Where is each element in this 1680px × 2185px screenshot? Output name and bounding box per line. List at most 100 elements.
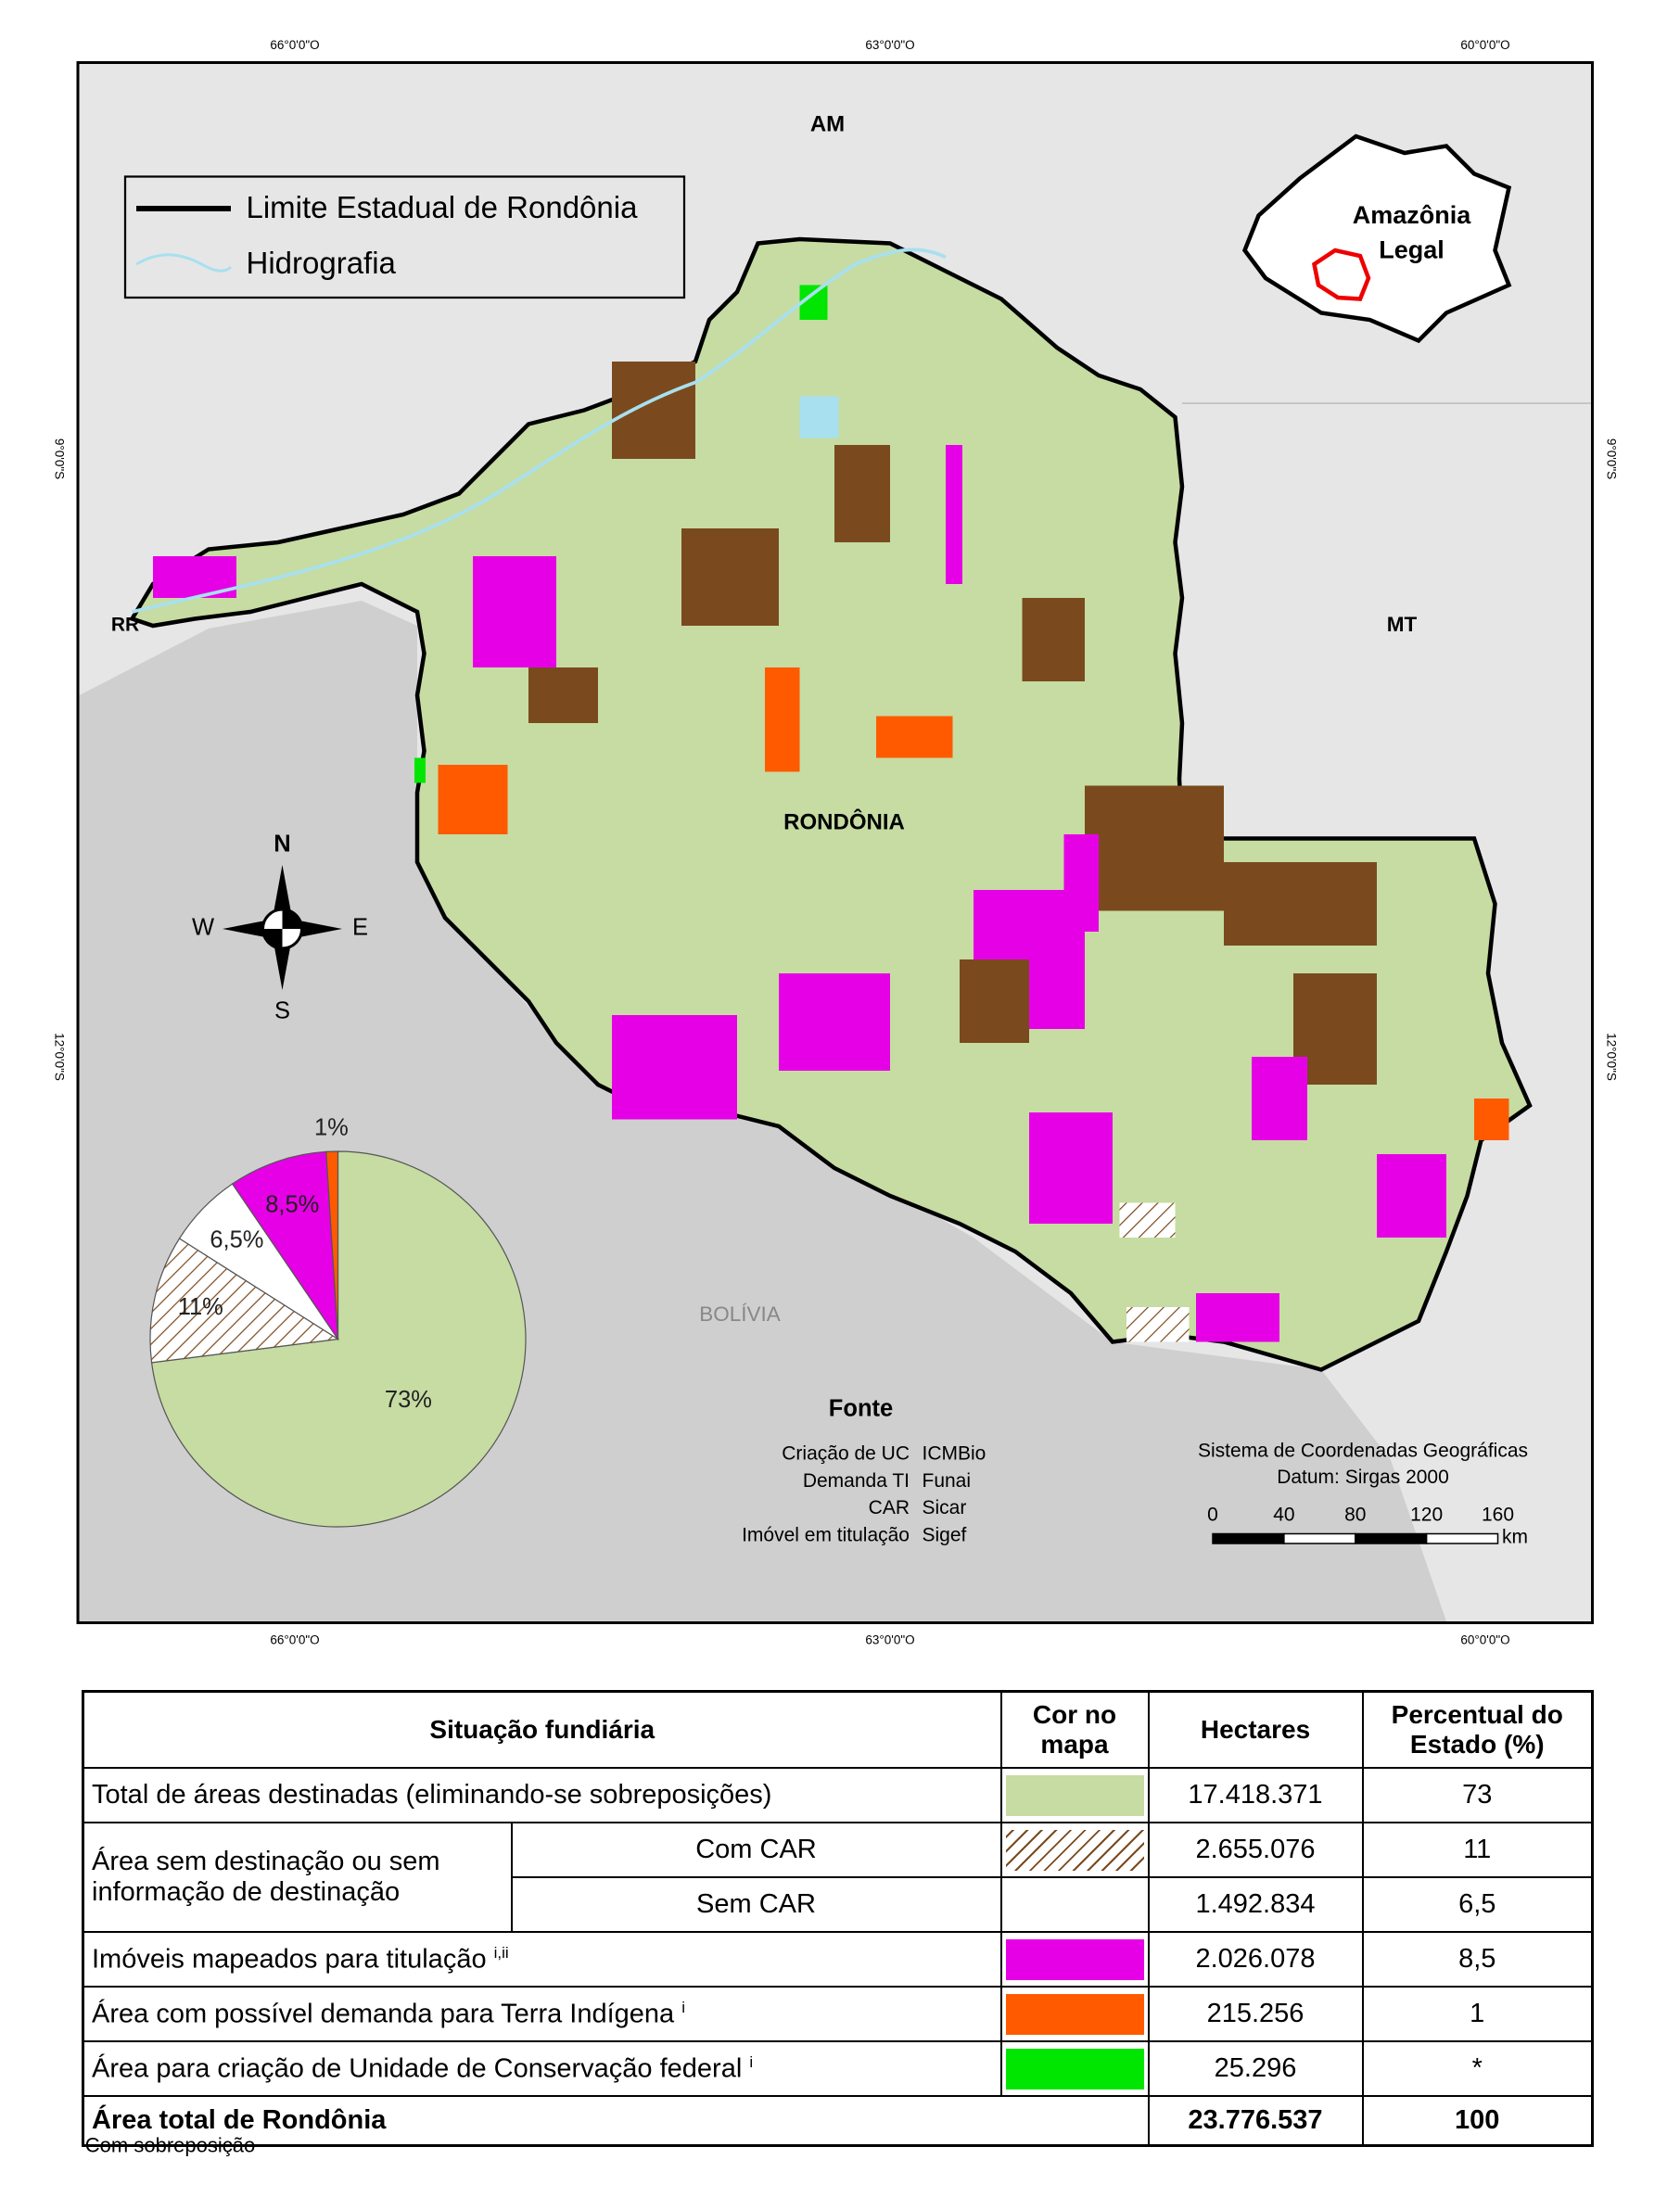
pie-label: 6,5% (210, 1227, 263, 1253)
footnote-text: Com sobreposição (84, 2133, 256, 2157)
hectares-cell: 215.256 (1147, 1986, 1364, 2042)
pie-slice (231, 1150, 339, 1341)
row-label: Área para criação de Unidade de Conserva… (92, 2053, 743, 2084)
legend-label: Limite Estadual de Rondônia (247, 190, 639, 224)
inset-map: Amazônia Legal (1241, 133, 1512, 344)
source-provider: Sicar (923, 1497, 967, 1518)
header-cell: Situação fundiária (82, 1690, 1002, 1769)
projection-label: Sistema de Coordenadas Geográficas (1198, 1441, 1528, 1462)
hectares-cell: 17.418.371 (1147, 1767, 1364, 1823)
row-label: Área sem destinação ou sem informação de… (82, 1822, 513, 1933)
table-row: Área sem destinação ou sem informação de… (82, 1822, 1594, 1933)
hectares-cell: 25.296 (1147, 2040, 1364, 2097)
source-item: Imóvel em titulação (742, 1524, 910, 1545)
longitude-label: 60°0'0"O (1460, 1633, 1509, 1647)
latitude-label: 12°0'0"S (1604, 1033, 1618, 1081)
row-label-cell: Imóveis mapeados para titulação i,ii (82, 1931, 1002, 1988)
sub-label: Com CAR (510, 1822, 1002, 1878)
color-cell (999, 1767, 1150, 1823)
source-item: CAR (869, 1497, 910, 1518)
row-label: Total de áreas destinadas (eliminando-se… (82, 1767, 1002, 1823)
pie-label: 73% (385, 1387, 432, 1413)
header-cell: Hectares (1147, 1690, 1364, 1769)
footnote-mark: i (82, 2130, 85, 2148)
projection-label: Datum: Sirgas 2000 (1277, 1467, 1449, 1488)
scale-tick-label: 160 (1482, 1505, 1514, 1526)
scale-tick-label: 40 (1273, 1505, 1294, 1526)
place-label: AM (810, 111, 845, 136)
hectares-cell: 1.492.834 (1147, 1876, 1364, 1933)
pie-slice (149, 1238, 340, 1364)
compass: N S W E (192, 832, 368, 1024)
latitude-label: 12°0'0"S (52, 1033, 66, 1081)
pie-label: 8,5% (265, 1192, 319, 1218)
source-title: Fonte (829, 1396, 893, 1422)
percent-cell: 8,5 (1361, 1931, 1594, 1988)
percent-cell: 11 (1361, 1822, 1594, 1878)
longitude-label: 63°0'0"O (865, 1633, 914, 1647)
percent-cell: 100 (1361, 2095, 1594, 2147)
row-label: Imóveis mapeados para titulação (92, 1944, 487, 1975)
percent-cell: 1 (1361, 1986, 1594, 2042)
percent-cell: * (1361, 2040, 1594, 2097)
table-row: Área com possível demanda para Terra Ind… (82, 1986, 1594, 2042)
place-label: RR (111, 615, 139, 636)
place-label: MT (1387, 613, 1418, 636)
hectares-cell: 2.026.078 (1147, 1931, 1364, 1988)
color-cell (999, 2040, 1150, 2097)
latitude-label: 9°0'0"S (52, 438, 66, 479)
land-table: Situação fundiária Cor no mapa Hectares … (82, 1690, 1594, 2147)
place-label: BOLÍVIA (699, 1302, 781, 1326)
inset-outline (1241, 133, 1512, 344)
longitude-label: 66°0'0"O (270, 1633, 319, 1647)
color-swatch (1005, 1884, 1144, 1925)
source: Fonte Criação de UC ICMBio Demanda TI Funai… (742, 1396, 986, 1546)
legend-box (123, 175, 686, 299)
scale-segment (1212, 1532, 1285, 1544)
hectares-cell: 2.655.076 (1147, 1822, 1364, 1878)
table-row: Área para criação de Unidade de Conserva… (82, 2040, 1594, 2097)
inset-rondonia (1311, 248, 1371, 301)
source-provider: Funai (923, 1470, 972, 1492)
land-patches (153, 285, 1509, 1342)
color-cell (999, 1931, 1150, 1988)
legend: Limite Estadual de Rondônia Hidrografia (123, 175, 686, 299)
scale-tick-label: 0 (1207, 1505, 1218, 1526)
color-cell (999, 1876, 1150, 1933)
row-label-cell: Área com possível demanda para Terra Ind… (82, 1986, 1002, 2042)
row-label-cell: Área para criação de Unidade de Conserva… (82, 2040, 1002, 2097)
note-mark: i (749, 2052, 754, 2071)
river (132, 248, 947, 614)
color-cell (999, 1822, 1150, 1878)
source-provider: ICMBio (923, 1443, 986, 1465)
row-label: Área com possível demanda para Terra Ind… (92, 1999, 675, 2029)
color-swatch (1005, 1938, 1144, 1980)
rondonia-outline (129, 236, 1533, 1372)
scale-segment (1425, 1532, 1499, 1544)
footnote: iCom sobreposição (82, 2130, 255, 2157)
longitude-label: 60°0'0"O (1460, 38, 1509, 52)
color-swatch (1005, 1774, 1144, 1816)
source-item: Demanda TI (803, 1470, 910, 1492)
inset-label: Amazônia (1353, 201, 1472, 229)
latitude-label: 9°0'0"S (1604, 438, 1618, 479)
color-swatch (1005, 2048, 1144, 2090)
scale-unit: km (1502, 1527, 1528, 1548)
header-cell: Percentual do Estado (%) (1361, 1690, 1594, 1769)
map: 66°0'0"O 63°0'0"O 60°0'0"O 66°0'0"O 63°0… (52, 38, 1618, 1647)
sub-label: Sem CAR (510, 1876, 1002, 1933)
percent-cell: 73 (1361, 1767, 1594, 1823)
header-cell: Cor no mapa (999, 1690, 1150, 1769)
note-mark: i,ii (493, 1943, 509, 1962)
pie-slice (325, 1150, 339, 1340)
pie-chart: 73% 11% 6,5%8,5% 1% (149, 1115, 527, 1528)
compass-label: W (192, 915, 214, 941)
source-rows: Criação de UC ICMBio Demanda TI Funai CAR Sic… (742, 1443, 986, 1546)
color-swatch (1005, 1829, 1144, 1871)
header-row: Situação fundiária Cor no mapa Hectares … (82, 1690, 1594, 1769)
inset-label: Legal (1379, 236, 1445, 264)
scale-segment (1355, 1532, 1428, 1544)
note-mark: i (681, 1998, 686, 2016)
source-item: Criação de UC (782, 1443, 910, 1465)
